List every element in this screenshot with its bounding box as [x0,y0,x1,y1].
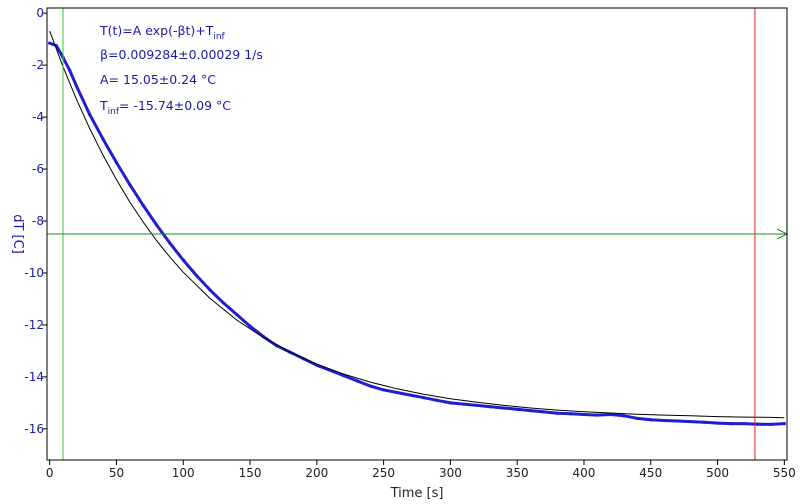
data-point [355,379,359,383]
data-point [368,384,372,388]
data-point [68,68,72,72]
fit-equation: T(t)=A exp(-βt)+Tinf [99,23,226,42]
data-point [689,419,693,424]
x-tick-label: 150 [239,466,262,480]
y-tick-label: -16 [24,422,44,436]
data-point [582,412,586,417]
x-tick-label: 400 [573,466,596,480]
data-point [101,137,105,141]
fit-annotation-block: T(t)=A exp(-βt)+Tinf β=0.009284±0.00029 … [99,23,263,117]
y-axis-title: dT [C] [10,214,25,254]
data-point [195,273,199,278]
y-tick-label: 0 [36,6,44,20]
y-tick-label: -4 [32,110,44,124]
data-point [742,422,746,426]
x-tick-label: 200 [305,466,328,480]
data-point [208,288,212,292]
data-point [675,419,680,423]
data-point [649,418,653,422]
y-tick-label: -12 [24,318,44,332]
data-point [74,84,78,88]
data-point [235,312,239,317]
data-point [435,398,439,402]
data-point [555,411,559,415]
data-point [622,414,626,418]
data-point [168,241,172,245]
data-point [48,41,52,45]
x-axis-title: Time [s] [390,486,444,501]
data-point [488,405,493,409]
data-point [502,406,506,410]
data-point [715,421,720,425]
data-point [782,422,786,426]
data-point [422,396,426,400]
data-point [702,420,706,424]
data-point [542,410,546,414]
data-point [395,390,399,395]
data-point [769,422,773,427]
measured-data-line [49,41,785,426]
data-point [128,183,132,187]
data-point [635,416,639,421]
data-point [248,324,252,328]
x-tick-label: 350 [506,466,529,480]
y-tick-label: -14 [24,370,44,384]
data-point [141,203,145,208]
data-point [756,422,760,426]
data-point [462,402,466,406]
y-tick-label: -8 [32,214,44,228]
fit-curve-line [49,30,785,419]
data-point [154,223,159,227]
y-tick-label: -10 [24,266,44,280]
data-point [528,409,533,413]
data-point [114,160,119,165]
x-tick-label: 50 [109,466,124,480]
data-point [475,403,479,408]
data-point [729,422,733,426]
x-tick-label: 500 [706,466,729,480]
data-point [662,418,666,423]
data-point [595,413,599,417]
data-point [88,112,92,117]
data-point [448,401,452,405]
data-point [221,301,225,305]
x-tick-label: 0 [46,466,54,480]
data-point [569,412,573,416]
x-tick-label: 550 [773,466,796,480]
fit-beta: β=0.009284±0.00029 1/s [100,47,263,62]
x-tick-label: 100 [172,466,195,480]
data-point [609,412,613,417]
y-tick-label: -6 [32,162,44,176]
data-point [181,258,185,262]
y-tick-label: -2 [32,58,44,72]
x-tick-label: 300 [439,466,462,480]
fit-amplitude: A= 15.05±0.24 °C [100,72,216,87]
data-point [382,388,386,392]
x-tick-label: 450 [639,466,662,480]
x-tick-label: 250 [372,466,395,480]
fit-tinf: Tinf= -15.74±0.09 °C [99,98,231,117]
data-point [408,393,412,397]
plot-frame [46,7,788,461]
data-point [515,407,519,411]
